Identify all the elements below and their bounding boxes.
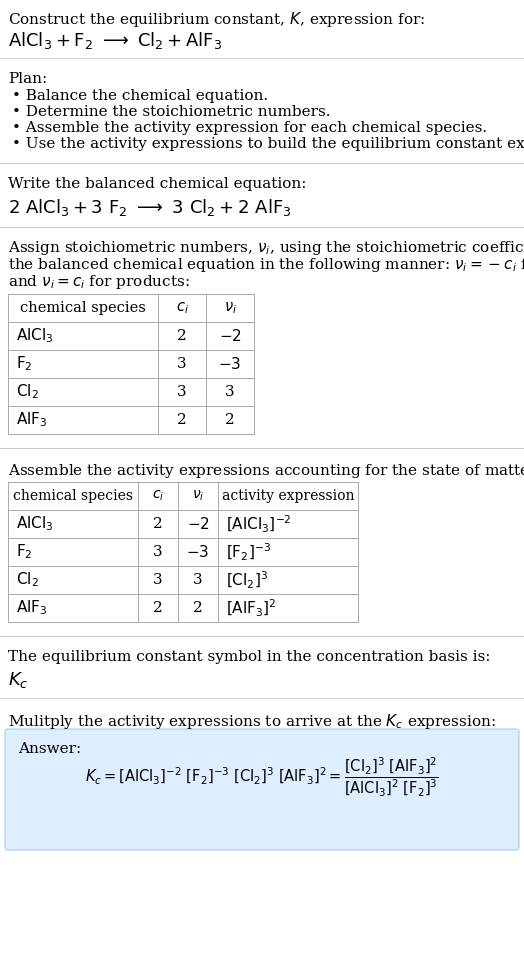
Text: $[\mathrm{AlF_3}]^{2}$: $[\mathrm{AlF_3}]^{2}$ <box>226 597 277 619</box>
Text: $-3$: $-3$ <box>219 356 242 372</box>
Text: $\nu_i$: $\nu_i$ <box>192 489 204 503</box>
Text: the balanced chemical equation in the following manner: $\nu_i = -c_i$ for react: the balanced chemical equation in the fo… <box>8 256 524 274</box>
Text: $\mathrm{AlCl_3}$: $\mathrm{AlCl_3}$ <box>16 326 53 345</box>
Text: $\mathrm{AlCl_3}$: $\mathrm{AlCl_3}$ <box>16 514 53 534</box>
Text: $-2$: $-2$ <box>187 516 210 532</box>
Text: 3: 3 <box>153 573 163 587</box>
Text: $\mathrm{F_2}$: $\mathrm{F_2}$ <box>16 355 32 373</box>
Text: • Balance the chemical equation.: • Balance the chemical equation. <box>12 89 268 103</box>
Text: 3: 3 <box>193 573 203 587</box>
Text: Mulitply the activity expressions to arrive at the $K_c$ expression:: Mulitply the activity expressions to arr… <box>8 712 496 731</box>
Text: $\mathrm{AlCl_3 + F_2\ \longrightarrow\ Cl_2 + AlF_3}$: $\mathrm{AlCl_3 + F_2\ \longrightarrow\ … <box>8 30 222 51</box>
Text: Construct the equilibrium constant, $K$, expression for:: Construct the equilibrium constant, $K$,… <box>8 10 425 29</box>
Text: $K_c = [\mathrm{AlCl_3}]^{-2}\ [\mathrm{F_2}]^{-3}\ [\mathrm{Cl_2}]^{3}\ [\mathr: $K_c = [\mathrm{AlCl_3}]^{-2}\ [\mathrm{… <box>85 756 439 799</box>
Text: $\mathrm{Cl_2}$: $\mathrm{Cl_2}$ <box>16 570 39 590</box>
Text: 2: 2 <box>177 413 187 427</box>
Text: • Determine the stoichiometric numbers.: • Determine the stoichiometric numbers. <box>12 105 331 119</box>
Text: Assemble the activity expressions accounting for the state of matter and $\nu_i$: Assemble the activity expressions accoun… <box>8 462 524 480</box>
Text: 3: 3 <box>153 545 163 559</box>
Text: $\mathrm{Cl_2}$: $\mathrm{Cl_2}$ <box>16 383 39 401</box>
Text: $-2$: $-2$ <box>219 328 242 344</box>
Text: $\mathrm{2\ AlCl_3 + 3\ F_2\ \longrightarrow\ 3\ Cl_2 + 2\ AlF_3}$: $\mathrm{2\ AlCl_3 + 3\ F_2\ \longrighta… <box>8 197 291 218</box>
Text: $[\mathrm{F_2}]^{-3}$: $[\mathrm{F_2}]^{-3}$ <box>226 541 271 563</box>
Text: activity expression: activity expression <box>222 489 354 503</box>
Text: 2: 2 <box>153 517 163 531</box>
Text: $\mathrm{AlF_3}$: $\mathrm{AlF_3}$ <box>16 598 48 618</box>
Text: $-3$: $-3$ <box>187 544 210 560</box>
Text: 2: 2 <box>193 601 203 615</box>
Text: $\mathrm{AlF_3}$: $\mathrm{AlF_3}$ <box>16 411 48 429</box>
Text: $K_c$: $K_c$ <box>8 670 29 690</box>
Bar <box>8 294 254 434</box>
Text: Answer:: Answer: <box>18 742 81 756</box>
Text: $\nu_i$: $\nu_i$ <box>224 300 236 316</box>
Text: The equilibrium constant symbol in the concentration basis is:: The equilibrium constant symbol in the c… <box>8 650 490 664</box>
Text: $c_i$: $c_i$ <box>152 489 164 503</box>
Text: • Assemble the activity expression for each chemical species.: • Assemble the activity expression for e… <box>12 121 487 135</box>
Text: $[\mathrm{AlCl_3}]^{-2}$: $[\mathrm{AlCl_3}]^{-2}$ <box>226 513 292 535</box>
Text: Assign stoichiometric numbers, $\nu_i$, using the stoichiometric coefficients, $: Assign stoichiometric numbers, $\nu_i$, … <box>8 239 524 257</box>
Bar <box>8 482 358 622</box>
Text: $c_i$: $c_i$ <box>176 300 189 316</box>
Text: 2: 2 <box>225 413 235 427</box>
Text: 2: 2 <box>153 601 163 615</box>
Text: chemical species: chemical species <box>13 489 133 503</box>
Text: and $\nu_i = c_i$ for products:: and $\nu_i = c_i$ for products: <box>8 273 190 291</box>
Text: chemical species: chemical species <box>20 301 146 315</box>
Text: • Use the activity expressions to build the equilibrium constant expression.: • Use the activity expressions to build … <box>12 137 524 151</box>
FancyBboxPatch shape <box>5 729 519 850</box>
Text: $\mathrm{F_2}$: $\mathrm{F_2}$ <box>16 542 32 562</box>
Text: $[\mathrm{Cl_2}]^{3}$: $[\mathrm{Cl_2}]^{3}$ <box>226 569 268 591</box>
Text: Plan:: Plan: <box>8 72 47 86</box>
Text: 3: 3 <box>177 385 187 399</box>
Text: 3: 3 <box>225 385 235 399</box>
Text: 3: 3 <box>177 357 187 371</box>
Text: 2: 2 <box>177 329 187 343</box>
Text: Write the balanced chemical equation:: Write the balanced chemical equation: <box>8 177 307 191</box>
